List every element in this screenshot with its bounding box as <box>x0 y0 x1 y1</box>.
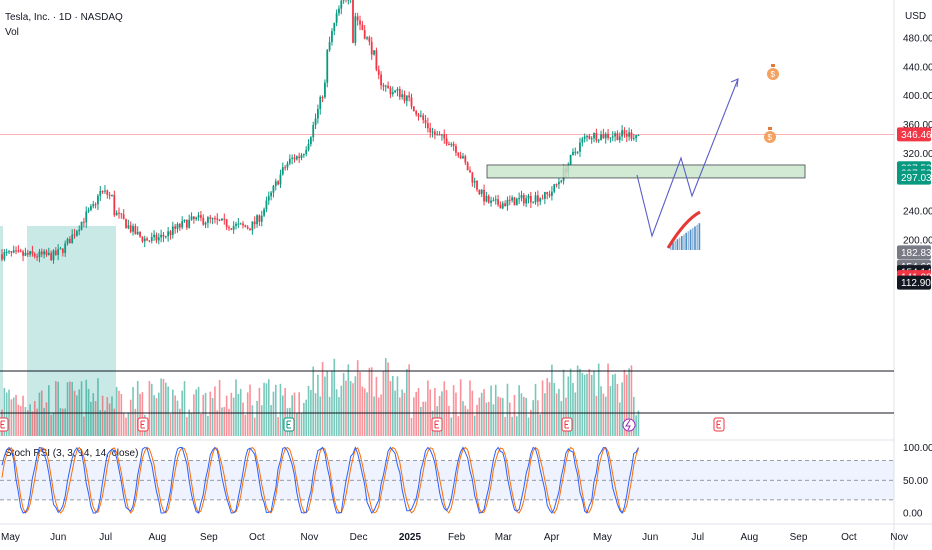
time-tick-label: 2025 <box>399 532 422 543</box>
price-tick-label: 240.00 <box>903 207 932 218</box>
price-tick-label: 480.00 <box>903 34 932 45</box>
earnings-icon <box>431 417 443 432</box>
time-tick-label: Apr <box>544 532 560 543</box>
money-bag-icon: $ <box>767 64 779 80</box>
currency-label[interactable]: USD <box>905 11 926 22</box>
rsi-tick-label: 100.00 <box>903 443 932 454</box>
price-tag: 182.83 <box>897 245 932 260</box>
svg-text:$: $ <box>768 133 773 142</box>
time-tick-label: Jul <box>691 532 704 543</box>
earnings-icon <box>0 417 9 432</box>
time-tick-label: Oct <box>249 532 265 543</box>
earnings-icon <box>713 417 725 432</box>
earnings-icon <box>561 417 573 432</box>
projection-path <box>636 78 739 238</box>
candlesticks <box>1 0 640 264</box>
dividend-icon <box>622 418 636 432</box>
time-tick-label: May <box>593 532 612 543</box>
pattern-icon <box>666 210 701 250</box>
stoch-rsi-pane <box>0 446 894 514</box>
time-tick-label: Nov <box>890 532 908 543</box>
time-axis[interactable]: May Jun Jul Aug Sep Oct Nov Dec 2025 Feb Mar Apr May… <box>1 532 908 543</box>
stoch-k-line <box>1 446 639 514</box>
earnings-icon <box>283 417 295 432</box>
time-tick-label: May <box>1 532 20 543</box>
price-tag: 112.90 <box>897 275 931 290</box>
svg-text:$: $ <box>771 70 776 79</box>
time-tick-label: Mar <box>495 532 513 543</box>
time-tick-label: Nov <box>301 532 319 543</box>
price-tag: 297.03 <box>897 170 932 185</box>
drawings[interactable]: $$ <box>0 64 894 432</box>
price-tag-label: 297.03 <box>901 173 932 184</box>
price-tag-label: 182.83 <box>901 248 932 259</box>
time-tick-label: Sep <box>790 532 808 543</box>
price-axis[interactable]: 480.00 440.00 400.00 360.00 320.00 240.00 200.… <box>897 34 932 520</box>
stoch-rsi-label[interactable]: Stoch RSI (3, 3, 14, 14, close) <box>5 448 139 459</box>
time-tick-label: Jul <box>99 532 112 543</box>
price-tag-label: 346.46 <box>901 130 932 141</box>
price-tag: 346.46 <box>897 127 932 142</box>
arrow-head-icon <box>730 78 739 88</box>
price-tick-label: 400.00 <box>903 91 932 102</box>
highlight-rect <box>0 226 3 436</box>
support-zone <box>486 164 806 179</box>
stoch-d-line <box>1 446 639 514</box>
time-tick-label: Sep <box>200 532 218 543</box>
time-tick-label: Oct <box>841 532 857 543</box>
price-tick-label: 320.00 <box>903 149 932 160</box>
time-tick-label: Aug <box>148 532 166 543</box>
money-bag-icon: $ <box>764 127 776 143</box>
volume-label: Vol <box>5 27 19 38</box>
price-tick-label: 360.00 <box>903 120 932 131</box>
rsi-tick-label: 50.00 <box>903 476 928 487</box>
earnings-icon <box>137 417 149 432</box>
time-tick-label: Dec <box>350 532 368 543</box>
rsi-tick-label: 0.00 <box>903 509 923 520</box>
time-tick-label: Jun <box>50 532 66 543</box>
symbol-title[interactable]: Tesla, Inc. · 1D · NASDAQ <box>5 12 123 23</box>
time-tick-label: Aug <box>740 532 758 543</box>
price-tick-label: 440.00 <box>903 62 932 73</box>
time-tick-label: Feb <box>448 532 466 543</box>
time-tick-label: Jun <box>642 532 658 543</box>
price-tag-label: 112.90 <box>901 278 931 289</box>
price-tick-label: 200.00 <box>903 236 932 247</box>
